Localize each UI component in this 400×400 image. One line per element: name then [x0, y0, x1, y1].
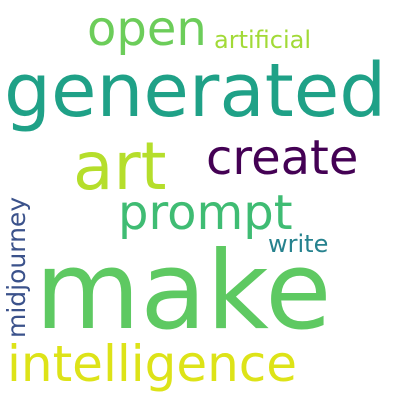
word-make: make	[35, 229, 332, 354]
word-generated: generated	[4, 48, 387, 134]
word-midjourney: midjourney	[2, 196, 31, 338]
word-write: write	[268, 230, 329, 258]
word-prompt: prompt	[118, 185, 293, 241]
word-intelligence: intelligence	[7, 335, 298, 393]
word-create: create	[206, 130, 359, 186]
word-open: open	[87, 1, 207, 57]
word-art: art	[73, 128, 167, 205]
word-artificial: artificial	[214, 26, 312, 54]
